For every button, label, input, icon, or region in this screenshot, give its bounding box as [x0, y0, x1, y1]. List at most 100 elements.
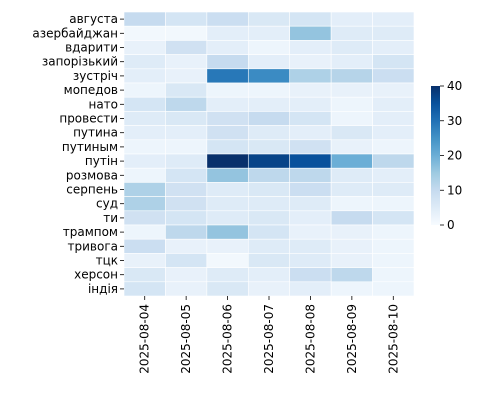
y-tick-label: тривога	[68, 239, 118, 253]
heatmap-cell	[206, 253, 249, 268]
y-tick-label: індія	[88, 282, 118, 296]
y-tick-label: трампом	[63, 225, 118, 239]
heatmap-cell	[123, 281, 166, 297]
heatmap-cell	[206, 267, 249, 283]
heatmap-cell	[247, 125, 291, 141]
heatmap-cell	[372, 153, 415, 169]
heatmap-cell	[206, 167, 249, 183]
heatmap-cell	[330, 196, 373, 212]
heatmap-cell	[372, 253, 415, 268]
y-tick-label: путін	[85, 154, 118, 168]
heatmap-cell	[206, 40, 249, 55]
heatmap-cell	[330, 11, 373, 27]
heatmap-cell	[330, 68, 373, 84]
heatmap-cell	[330, 153, 373, 169]
heatmap-cell	[165, 40, 208, 55]
heatmap-cell	[165, 125, 208, 141]
heatmap-cell	[123, 167, 166, 183]
heatmap-cell	[372, 11, 415, 27]
heatmap-cell	[123, 125, 166, 141]
heatmap-cell	[123, 267, 166, 283]
heatmap-cell	[247, 25, 291, 41]
heatmap-cell	[330, 111, 373, 126]
y-tick-label: путина	[73, 126, 118, 140]
colorbar-tick-label: 40	[447, 79, 462, 93]
y-tick-label: азербайджан	[32, 26, 118, 40]
heatmap-cell	[289, 11, 332, 27]
heatmap-cell	[165, 167, 208, 183]
x-tick-label: 2025-08-07	[262, 304, 276, 374]
y-tick-label: вдарити	[65, 41, 118, 55]
heatmap-cell	[289, 153, 332, 169]
heatmap-cell	[330, 125, 373, 141]
heatmap-cell	[247, 267, 291, 283]
heatmap-cell	[330, 210, 373, 226]
heatmap-cell	[123, 11, 166, 27]
y-tick-label: нато	[88, 97, 118, 111]
heatmap-cell	[289, 25, 332, 41]
heatmap-cell	[289, 196, 332, 212]
x-tick-label: 2025-08-10	[386, 304, 400, 374]
heatmap-cell	[123, 40, 166, 55]
x-tick-label: 2025-08-08	[303, 304, 317, 374]
heatmap-cell	[247, 54, 291, 70]
heatmap-cell	[372, 281, 415, 297]
y-tick-label: розмова	[66, 168, 118, 182]
heatmap-cell	[206, 196, 249, 212]
heatmap-cell	[289, 253, 332, 268]
heatmap-cell	[372, 82, 415, 98]
heatmap-cell	[206, 210, 249, 226]
heatmap-cell	[247, 253, 291, 268]
heatmap-cell	[330, 54, 373, 70]
heatmap-cell	[289, 96, 332, 112]
heatmap-cell	[165, 153, 208, 169]
heatmap-cell	[247, 224, 291, 240]
heatmap-cell	[372, 267, 415, 283]
x-tick-label: 2025-08-05	[179, 304, 193, 374]
heatmap-cell	[165, 139, 208, 155]
heatmap-cell	[330, 182, 373, 197]
heatmap-cell	[165, 11, 208, 27]
colorbar-tick-label: 20	[447, 149, 462, 163]
heatmap-cell	[372, 68, 415, 84]
heatmap-cell	[123, 153, 166, 169]
heatmap-cell	[247, 238, 291, 254]
heatmap-cell	[330, 139, 373, 155]
heatmap-cell	[330, 25, 373, 41]
heatmap-cell	[165, 25, 208, 41]
heatmap-cell	[289, 238, 332, 254]
heatmap-cell	[330, 238, 373, 254]
heatmap-cell	[123, 196, 166, 212]
heatmap-cell	[289, 111, 332, 126]
heatmap-cell	[123, 139, 166, 155]
heatmap-cell	[372, 167, 415, 183]
heatmap-cell	[165, 253, 208, 268]
heatmap-cell	[206, 111, 249, 126]
y-tick-label: запорізький	[42, 55, 118, 69]
heatmap-cell	[165, 82, 208, 98]
y-tick-label: ти	[103, 211, 118, 225]
heatmap-cell	[206, 224, 249, 240]
heatmap-cell	[289, 281, 332, 297]
heatmap-cell	[165, 210, 208, 226]
heatmap-cell	[123, 96, 166, 112]
heatmap-cell	[289, 82, 332, 98]
heatmap-cell	[123, 182, 166, 197]
heatmap-cell	[123, 111, 166, 126]
heatmap-cell	[123, 54, 166, 70]
heatmap-cell	[289, 68, 332, 84]
heatmap-cell	[206, 139, 249, 155]
colorbar-tick-label: 30	[447, 114, 462, 128]
heatmap-cell	[372, 182, 415, 197]
y-tick-label: августа	[69, 12, 118, 26]
heatmap-cell	[165, 96, 208, 112]
x-tick-label: 2025-08-06	[221, 304, 235, 374]
heatmap-cell	[372, 139, 415, 155]
heatmap-cell	[165, 267, 208, 283]
heatmap-cell	[123, 253, 166, 268]
heatmap-cell	[372, 196, 415, 212]
heatmap-cell	[206, 54, 249, 70]
heatmap-cell	[330, 224, 373, 240]
heatmap-cell	[289, 267, 332, 283]
heatmap-cell	[165, 224, 208, 240]
